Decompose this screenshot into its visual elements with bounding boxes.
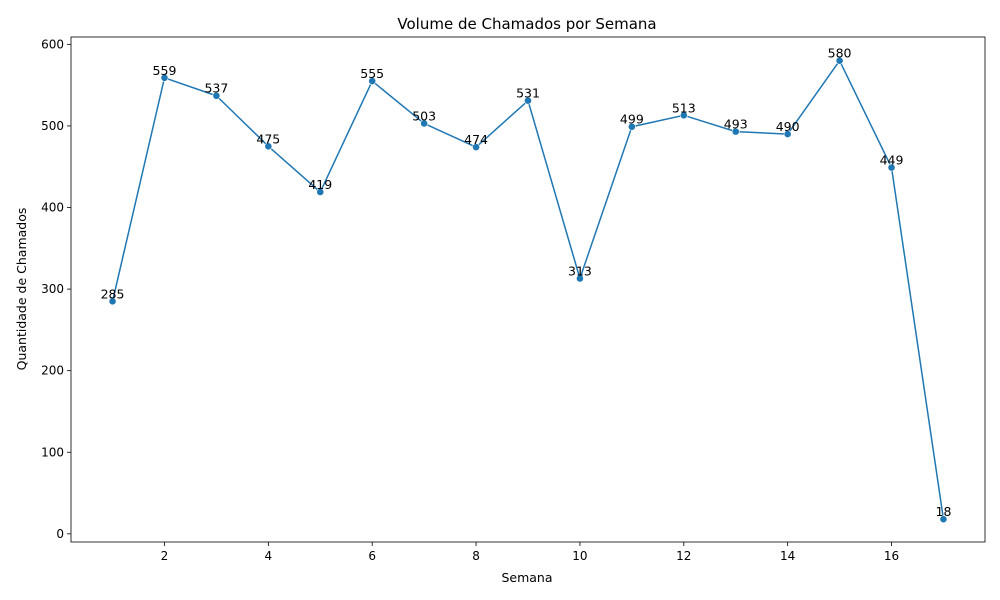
- x-axis-label: Semana: [501, 570, 552, 585]
- x-tick-label: 10: [572, 549, 587, 563]
- data-label: 313: [568, 263, 592, 278]
- data-point: [576, 274, 584, 283]
- data-label: 474: [464, 132, 488, 147]
- data-label: 493: [724, 117, 748, 132]
- data-label: 537: [204, 81, 228, 96]
- data-label: 555: [360, 66, 384, 81]
- data-label: 285: [101, 286, 125, 301]
- data-point: [368, 77, 377, 85]
- data-point: [264, 142, 273, 151]
- x-tick-label: 2: [161, 549, 169, 563]
- x-tick-label: 14: [780, 549, 795, 563]
- data-label: 499: [620, 112, 644, 127]
- data-point: [108, 297, 117, 306]
- data-label: 419: [308, 177, 332, 192]
- data-point: [939, 515, 948, 524]
- data-point: [731, 127, 740, 136]
- x-tick-label: 6: [368, 549, 376, 563]
- y-tick-label: 500: [41, 119, 64, 133]
- data-point: [679, 111, 688, 120]
- y-tick-label: 600: [41, 37, 64, 51]
- data-label: 490: [776, 119, 800, 134]
- data-point: [160, 73, 169, 82]
- data-point: [524, 96, 532, 105]
- data-point: [783, 130, 792, 138]
- y-axis-label: Quantidade de Chamados: [14, 208, 29, 371]
- data-label: 18: [936, 504, 952, 519]
- y-tick-label: 400: [41, 201, 64, 215]
- plot-area: 2 4 6 8 10 12 14 16 0 100 200 300 400 500 600 285 559 537…: [41, 36, 986, 563]
- chart-title: Volume de Chamados por Semana: [397, 15, 656, 33]
- data-label: 449: [880, 153, 904, 168]
- y-tick-label: 300: [41, 282, 64, 296]
- data-point: [472, 143, 480, 152]
- data-point: [627, 122, 636, 131]
- y-tick-label: 100: [41, 445, 64, 459]
- data-point: [420, 119, 429, 128]
- data-label: 513: [672, 100, 696, 115]
- y-tick-label: 200: [41, 364, 64, 378]
- x-tick-label: 8: [472, 549, 480, 563]
- data-point: [887, 163, 896, 172]
- data-point: [212, 91, 221, 100]
- x-tick-label: 16: [884, 549, 899, 563]
- x-tick-label: 12: [676, 549, 691, 563]
- data-label: 503: [412, 108, 436, 123]
- y-tick-label: 0: [56, 527, 64, 541]
- series-line: [111, 59, 945, 520]
- x-tick-label: 4: [265, 549, 273, 563]
- data-label: 475: [256, 131, 280, 146]
- data-label: 580: [828, 46, 852, 61]
- data-point: [316, 188, 325, 196]
- data-label: 531: [516, 86, 540, 101]
- data-point: [835, 56, 844, 65]
- data-label: 559: [153, 63, 177, 78]
- plot-frame: [70, 36, 986, 543]
